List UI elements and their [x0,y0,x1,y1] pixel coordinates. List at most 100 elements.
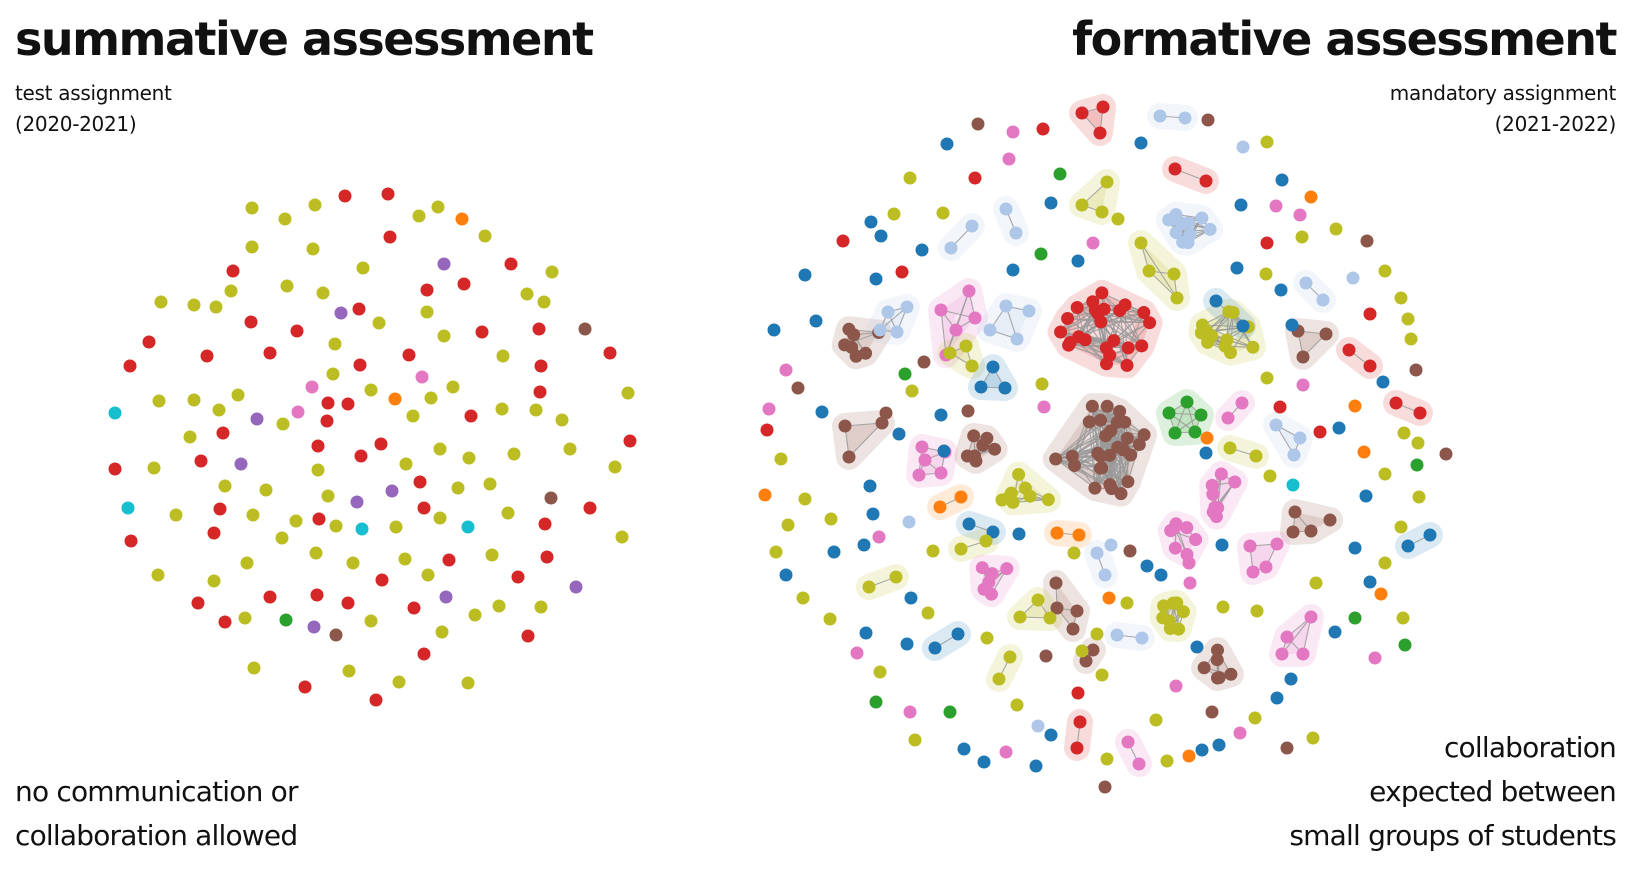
student-node [1095,286,1109,300]
student-node [353,358,367,372]
student-node [1168,426,1182,440]
student-node [908,733,922,747]
student-node [999,745,1013,759]
formative-subtitle: mandatory assignment (2021-2022) [1389,78,1617,140]
student-node [501,506,515,520]
student-node [934,303,948,317]
student-node [123,359,137,373]
student-node [537,295,551,309]
student-node [957,742,971,756]
student-node [1049,576,1063,590]
student-node [263,346,277,360]
student-node [918,453,932,467]
student-node [1223,441,1237,455]
student-node [1439,447,1453,461]
student-node [905,384,919,398]
student-node [1401,539,1415,553]
student-node [544,491,558,505]
student-node [980,431,994,445]
student-node [1002,152,1016,166]
student-node [1029,759,1043,773]
student-node [468,608,482,622]
student-node [1236,140,1250,154]
student-node [1188,425,1202,439]
student-node [1293,208,1307,222]
student-node [1275,647,1289,661]
student-node [892,427,906,441]
student-node [873,665,887,679]
student-node [769,545,783,559]
student-node [437,329,451,343]
student-node [1260,236,1274,250]
student-node [1287,448,1301,462]
student-node [1090,627,1104,641]
student-node [1096,100,1110,114]
student-node [1235,396,1249,410]
summative-subtitle: test assignment (2020-2021) [15,78,172,140]
student-node [847,328,861,342]
student-node [320,414,334,428]
student-node [1394,291,1408,305]
student-node [988,442,1002,456]
student-node [951,627,965,641]
student-node [1006,125,1020,139]
student-node [355,522,369,536]
student-node [940,137,954,151]
student-node [1082,415,1096,429]
student-node [279,613,293,627]
student-node [1121,735,1135,749]
student-node [329,519,343,533]
student-node [1162,213,1176,227]
formative-subtitle-line: mandatory assignment [1389,81,1617,105]
student-node [147,461,161,475]
student-node [881,305,895,319]
student-node [1170,291,1184,305]
student-node [1182,556,1196,570]
student-node [152,394,166,408]
student-node [224,284,238,298]
student-node [1296,350,1310,364]
student-node [1100,752,1114,766]
student-node [462,451,476,465]
student-node [1220,333,1234,347]
student-node [1197,661,1211,675]
collaboration-edge [848,422,883,458]
student-node [124,534,138,548]
student-node [903,171,917,185]
student-node [965,359,979,373]
student-node [915,243,929,257]
student-node [1176,605,1190,619]
student-node [961,404,975,418]
student-node [1153,109,1167,123]
student-node [1413,406,1427,420]
student-node [1401,312,1415,326]
student-node [1234,198,1248,212]
student-node [774,452,788,466]
student-node [1012,468,1026,481]
student-node [1103,478,1117,492]
student-node [250,412,264,426]
student-node [1374,587,1388,601]
student-node [1065,449,1079,463]
student-node [980,631,994,645]
student-node [1368,651,1382,665]
student-node [890,325,904,339]
student-node [563,442,577,456]
student-node [1205,478,1219,492]
student-node [207,526,221,540]
student-node [979,534,993,548]
student-node [1270,537,1284,551]
student-node [399,457,413,471]
student-node [1348,399,1362,413]
student-node [298,680,312,694]
student-node [975,561,989,575]
student-node [439,590,453,604]
student-node [1053,167,1067,181]
student-node [406,409,420,423]
student-node [169,508,183,522]
student-node [247,661,261,675]
student-node [1378,264,1392,278]
student-node [1143,316,1157,330]
student-node [917,355,931,369]
